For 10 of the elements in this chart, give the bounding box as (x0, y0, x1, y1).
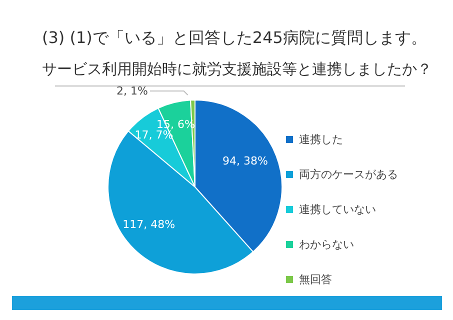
chart-title: (3) (1)で「いる」と回答した245病院に質問します。 (42, 28, 427, 49)
legend-label: 連携していない (299, 202, 376, 217)
data-label: 2, 1% (116, 84, 148, 98)
data-label: 117, 48% (122, 218, 176, 231)
legend-label: 連携した (299, 132, 343, 147)
legend-label: わからない (299, 237, 354, 252)
legend-label: 両方のケースがある (299, 167, 398, 182)
legend-label: 無回答 (299, 272, 332, 287)
chart-subtitle: サービス利用開始時に就労支援施設等と連携しましたか？ (42, 60, 432, 79)
data-label: 94, 38% (222, 154, 268, 168)
